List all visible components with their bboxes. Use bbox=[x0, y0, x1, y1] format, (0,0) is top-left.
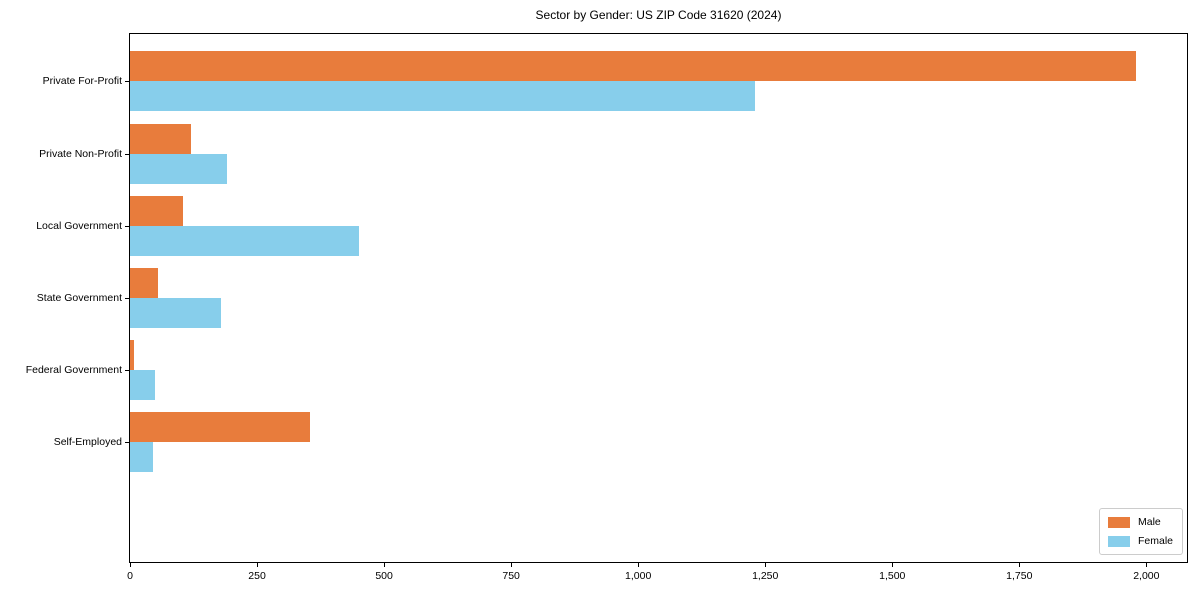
y-tick-label: Private Non-Profit bbox=[39, 147, 122, 160]
bar-female-4 bbox=[130, 370, 156, 401]
x-tick-mark bbox=[384, 563, 386, 567]
y-tick-label: State Government bbox=[36, 292, 122, 304]
bar-male-5 bbox=[130, 412, 311, 443]
bar-male-4 bbox=[130, 340, 135, 371]
x-tick-mark bbox=[1146, 563, 1148, 567]
x-tick-label: 750 bbox=[502, 570, 520, 582]
x-tick-label: 250 bbox=[248, 570, 266, 582]
x-tick-label: 1,000 bbox=[625, 570, 652, 582]
legend-swatch-female bbox=[1107, 535, 1130, 547]
x-tick-mark bbox=[765, 563, 767, 567]
x-tick-label: 1,750 bbox=[1006, 570, 1033, 582]
x-tick-label: 0 bbox=[127, 570, 133, 582]
y-tick-label: Self-Employed bbox=[53, 436, 122, 449]
x-tick-mark bbox=[511, 563, 513, 567]
legend-label-male: Male bbox=[1137, 516, 1161, 528]
y-tick-label: Private For-Profit bbox=[42, 75, 122, 88]
x-tick-mark bbox=[638, 563, 640, 567]
bar-female-2 bbox=[130, 225, 359, 256]
bar-male-0 bbox=[130, 51, 1137, 82]
bar-female-3 bbox=[130, 298, 222, 328]
x-tick-mark bbox=[1019, 563, 1021, 567]
x-tick-label: 1,250 bbox=[752, 570, 779, 582]
x-tick-mark bbox=[257, 563, 259, 567]
legend-entry-male: Male bbox=[1107, 516, 1173, 528]
y-tick-label: Federal Government bbox=[25, 364, 122, 377]
y-tick-label: Local Government bbox=[36, 219, 122, 232]
x-tick-label: 500 bbox=[375, 570, 393, 582]
bar-female-0 bbox=[130, 81, 756, 112]
legend-label-female: Female bbox=[1137, 535, 1173, 547]
y-tick-mark bbox=[125, 298, 129, 299]
bar-male-2 bbox=[130, 195, 184, 226]
bar-female-5 bbox=[130, 442, 153, 473]
y-tick-mark bbox=[125, 370, 129, 372]
legend: Male Female bbox=[1098, 508, 1183, 555]
chart-title: Sector by Gender: US ZIP Code 31620 (202… bbox=[535, 8, 782, 22]
x-tick-label: 1,500 bbox=[879, 570, 906, 582]
x-tick-mark bbox=[130, 563, 131, 567]
bar-male-3 bbox=[130, 268, 158, 298]
y-tick-mark bbox=[125, 81, 129, 83]
x-tick-mark bbox=[892, 563, 894, 567]
y-tick-mark bbox=[125, 442, 129, 444]
plot-area: Male Female bbox=[129, 33, 1188, 563]
bar-female-1 bbox=[130, 153, 227, 184]
legend-swatch-male bbox=[1107, 516, 1130, 528]
x-tick-label: 2,000 bbox=[1133, 570, 1160, 582]
bar-male-1 bbox=[130, 123, 191, 154]
y-tick-mark bbox=[125, 225, 129, 227]
y-tick-mark bbox=[125, 153, 129, 155]
legend-entry-female: Female bbox=[1107, 535, 1173, 547]
